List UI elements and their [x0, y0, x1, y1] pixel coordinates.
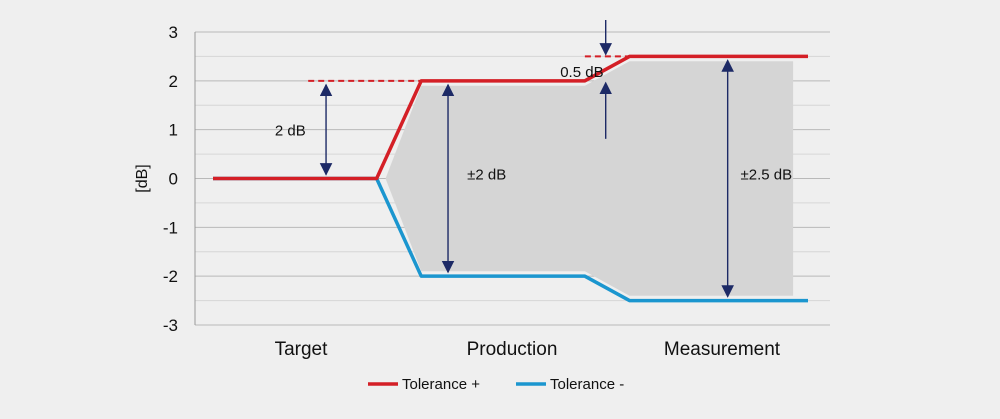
y-tick-label: 0: [169, 170, 178, 189]
annotation-2.5db-label: ±2.5 dB: [741, 167, 793, 184]
x-category-label: Production: [467, 339, 558, 360]
legend-label: Tolerance -: [550, 376, 624, 393]
y-tick-label: 2: [169, 72, 178, 91]
x-category-label: Measurement: [664, 339, 781, 360]
y-tick-label: -2: [163, 267, 178, 286]
y-tick-label: -3: [163, 316, 178, 335]
y-tick-label: 1: [169, 121, 178, 140]
series-line-tolerance: [213, 54, 808, 181]
annotation-2db-label: ±2 dB: [467, 167, 506, 184]
legend-label: Tolerance +: [402, 376, 480, 393]
annotation-2db-label: 2 dB: [275, 123, 306, 140]
y-tick-label: -1: [163, 218, 178, 237]
y-axis-title: [dB]: [134, 164, 151, 192]
y-tick-label: 3: [169, 23, 178, 42]
annotation-0.5db-label: 0.5 dB: [560, 64, 603, 81]
x-category-label: Target: [275, 339, 329, 360]
tolerance-shaded-band: [385, 61, 794, 296]
